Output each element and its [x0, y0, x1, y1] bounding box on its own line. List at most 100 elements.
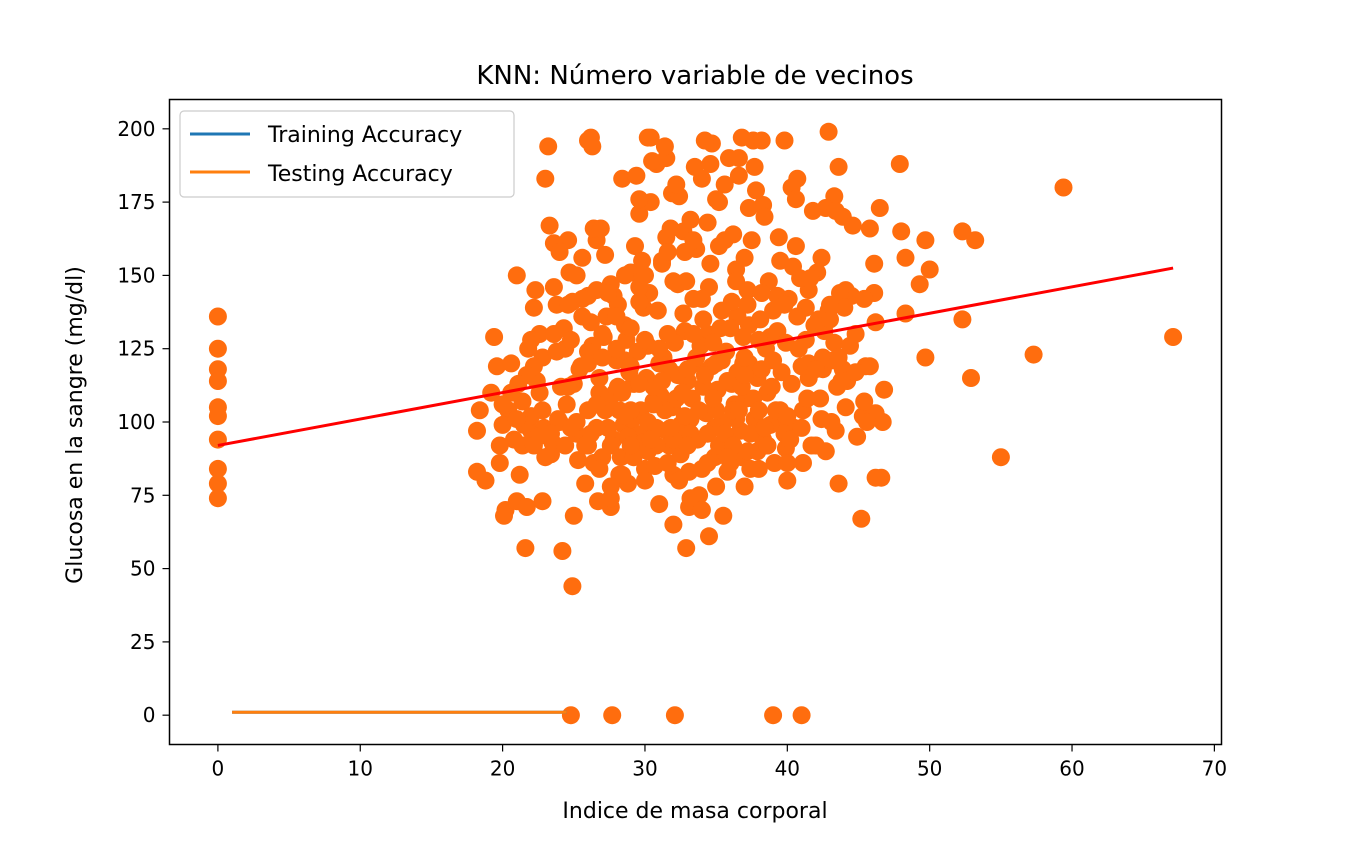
scatter-point	[470, 401, 489, 420]
scatter-point	[208, 430, 227, 449]
scatter-point	[581, 424, 600, 443]
scatter-point	[490, 436, 509, 455]
scatter-point	[655, 137, 674, 156]
scatter-point	[482, 383, 501, 402]
scatter-point	[524, 436, 543, 455]
scatter-point	[678, 360, 697, 379]
scatter-point	[658, 243, 677, 261]
scatter-point	[690, 401, 709, 420]
scatter-point	[678, 436, 697, 455]
scatter-point	[778, 471, 797, 490]
scatter-point	[701, 155, 720, 173]
scatter-point	[468, 421, 486, 440]
scatter-point	[661, 418, 680, 437]
scatter-point	[536, 448, 555, 467]
scatter-point	[648, 301, 667, 320]
scatter-point	[741, 424, 760, 443]
scatter-point	[829, 474, 848, 493]
scatter-point	[966, 231, 985, 250]
scatter-point	[778, 407, 797, 426]
scatter-point	[692, 501, 711, 519]
scatter-point	[786, 190, 805, 209]
scatter-point	[507, 266, 526, 285]
scatter-point	[208, 307, 227, 326]
scatter-point	[741, 459, 760, 478]
scatter-point	[507, 410, 526, 429]
scatter-point	[630, 204, 649, 223]
scatter-point	[775, 295, 794, 314]
scatter-point	[792, 357, 811, 376]
scatter-point	[208, 372, 227, 390]
y-tick-label: 100	[117, 410, 155, 434]
scatter-point	[991, 448, 1010, 467]
scatter-point	[621, 319, 640, 338]
scatter-point	[835, 298, 854, 317]
scatter-point	[701, 254, 720, 273]
scatter-point	[644, 395, 663, 414]
scatter-point	[798, 389, 817, 408]
scatter-point	[643, 152, 662, 171]
scatter-point	[587, 395, 606, 414]
scatter-point	[860, 219, 879, 238]
scatter-point	[704, 389, 723, 408]
legend-box	[179, 110, 515, 198]
scatter-point	[784, 257, 802, 276]
scatter-point	[208, 474, 227, 493]
scatter-point	[650, 495, 669, 514]
scatter-point	[735, 248, 754, 267]
scatter-point	[493, 395, 512, 414]
scatter-point	[698, 213, 717, 232]
scatter-point	[665, 706, 684, 725]
scatter-point	[208, 339, 227, 358]
scatter-point	[962, 369, 980, 387]
scatter-point	[564, 506, 583, 525]
scatter-point	[860, 357, 879, 376]
scatter-point	[786, 237, 805, 256]
scatter-point	[526, 281, 545, 300]
scatter-point	[573, 289, 592, 308]
scatter-point	[561, 706, 580, 725]
scatter-point	[630, 374, 649, 393]
scatter-point	[542, 424, 560, 443]
scatter-point	[789, 339, 808, 358]
scatter-point	[670, 471, 689, 490]
scatter-point	[590, 459, 609, 478]
scatter-point	[621, 436, 640, 455]
scatter-point	[1024, 345, 1043, 364]
scatter-point	[661, 219, 680, 238]
x-tick-label: 40	[775, 757, 800, 781]
scatter-point	[747, 181, 765, 200]
scatter-point	[536, 169, 555, 188]
scatter-point	[811, 389, 830, 408]
scatter-point	[707, 477, 726, 496]
scatter-point	[727, 272, 746, 291]
scatter-point	[563, 577, 582, 596]
scatter-point	[812, 248, 831, 267]
scatter-point	[502, 354, 521, 373]
scatter-point	[852, 509, 871, 528]
scatter-point	[557, 395, 576, 414]
scatter-point	[732, 128, 751, 147]
scatter-point	[738, 442, 757, 461]
scatter-point	[752, 131, 771, 150]
scatter-point	[826, 201, 845, 220]
scatter-point	[681, 489, 700, 508]
scatter-point	[738, 295, 757, 314]
scatter-point	[848, 427, 867, 446]
scatter-point	[953, 222, 972, 241]
scatter-point	[510, 465, 529, 484]
scatter-point	[735, 477, 754, 496]
scatter-point	[819, 122, 838, 141]
regression-line	[217, 266, 1174, 447]
scatter-point	[653, 372, 671, 390]
scatter-point	[718, 372, 737, 390]
scatter-point	[681, 210, 700, 229]
scatter-point	[870, 199, 889, 217]
y-tick-label: 175	[117, 190, 155, 214]
scatter-point	[695, 131, 714, 150]
scatter-point	[769, 228, 788, 247]
scatter-point	[792, 706, 811, 725]
scatter-point	[567, 266, 586, 285]
scatter-point	[636, 330, 654, 349]
